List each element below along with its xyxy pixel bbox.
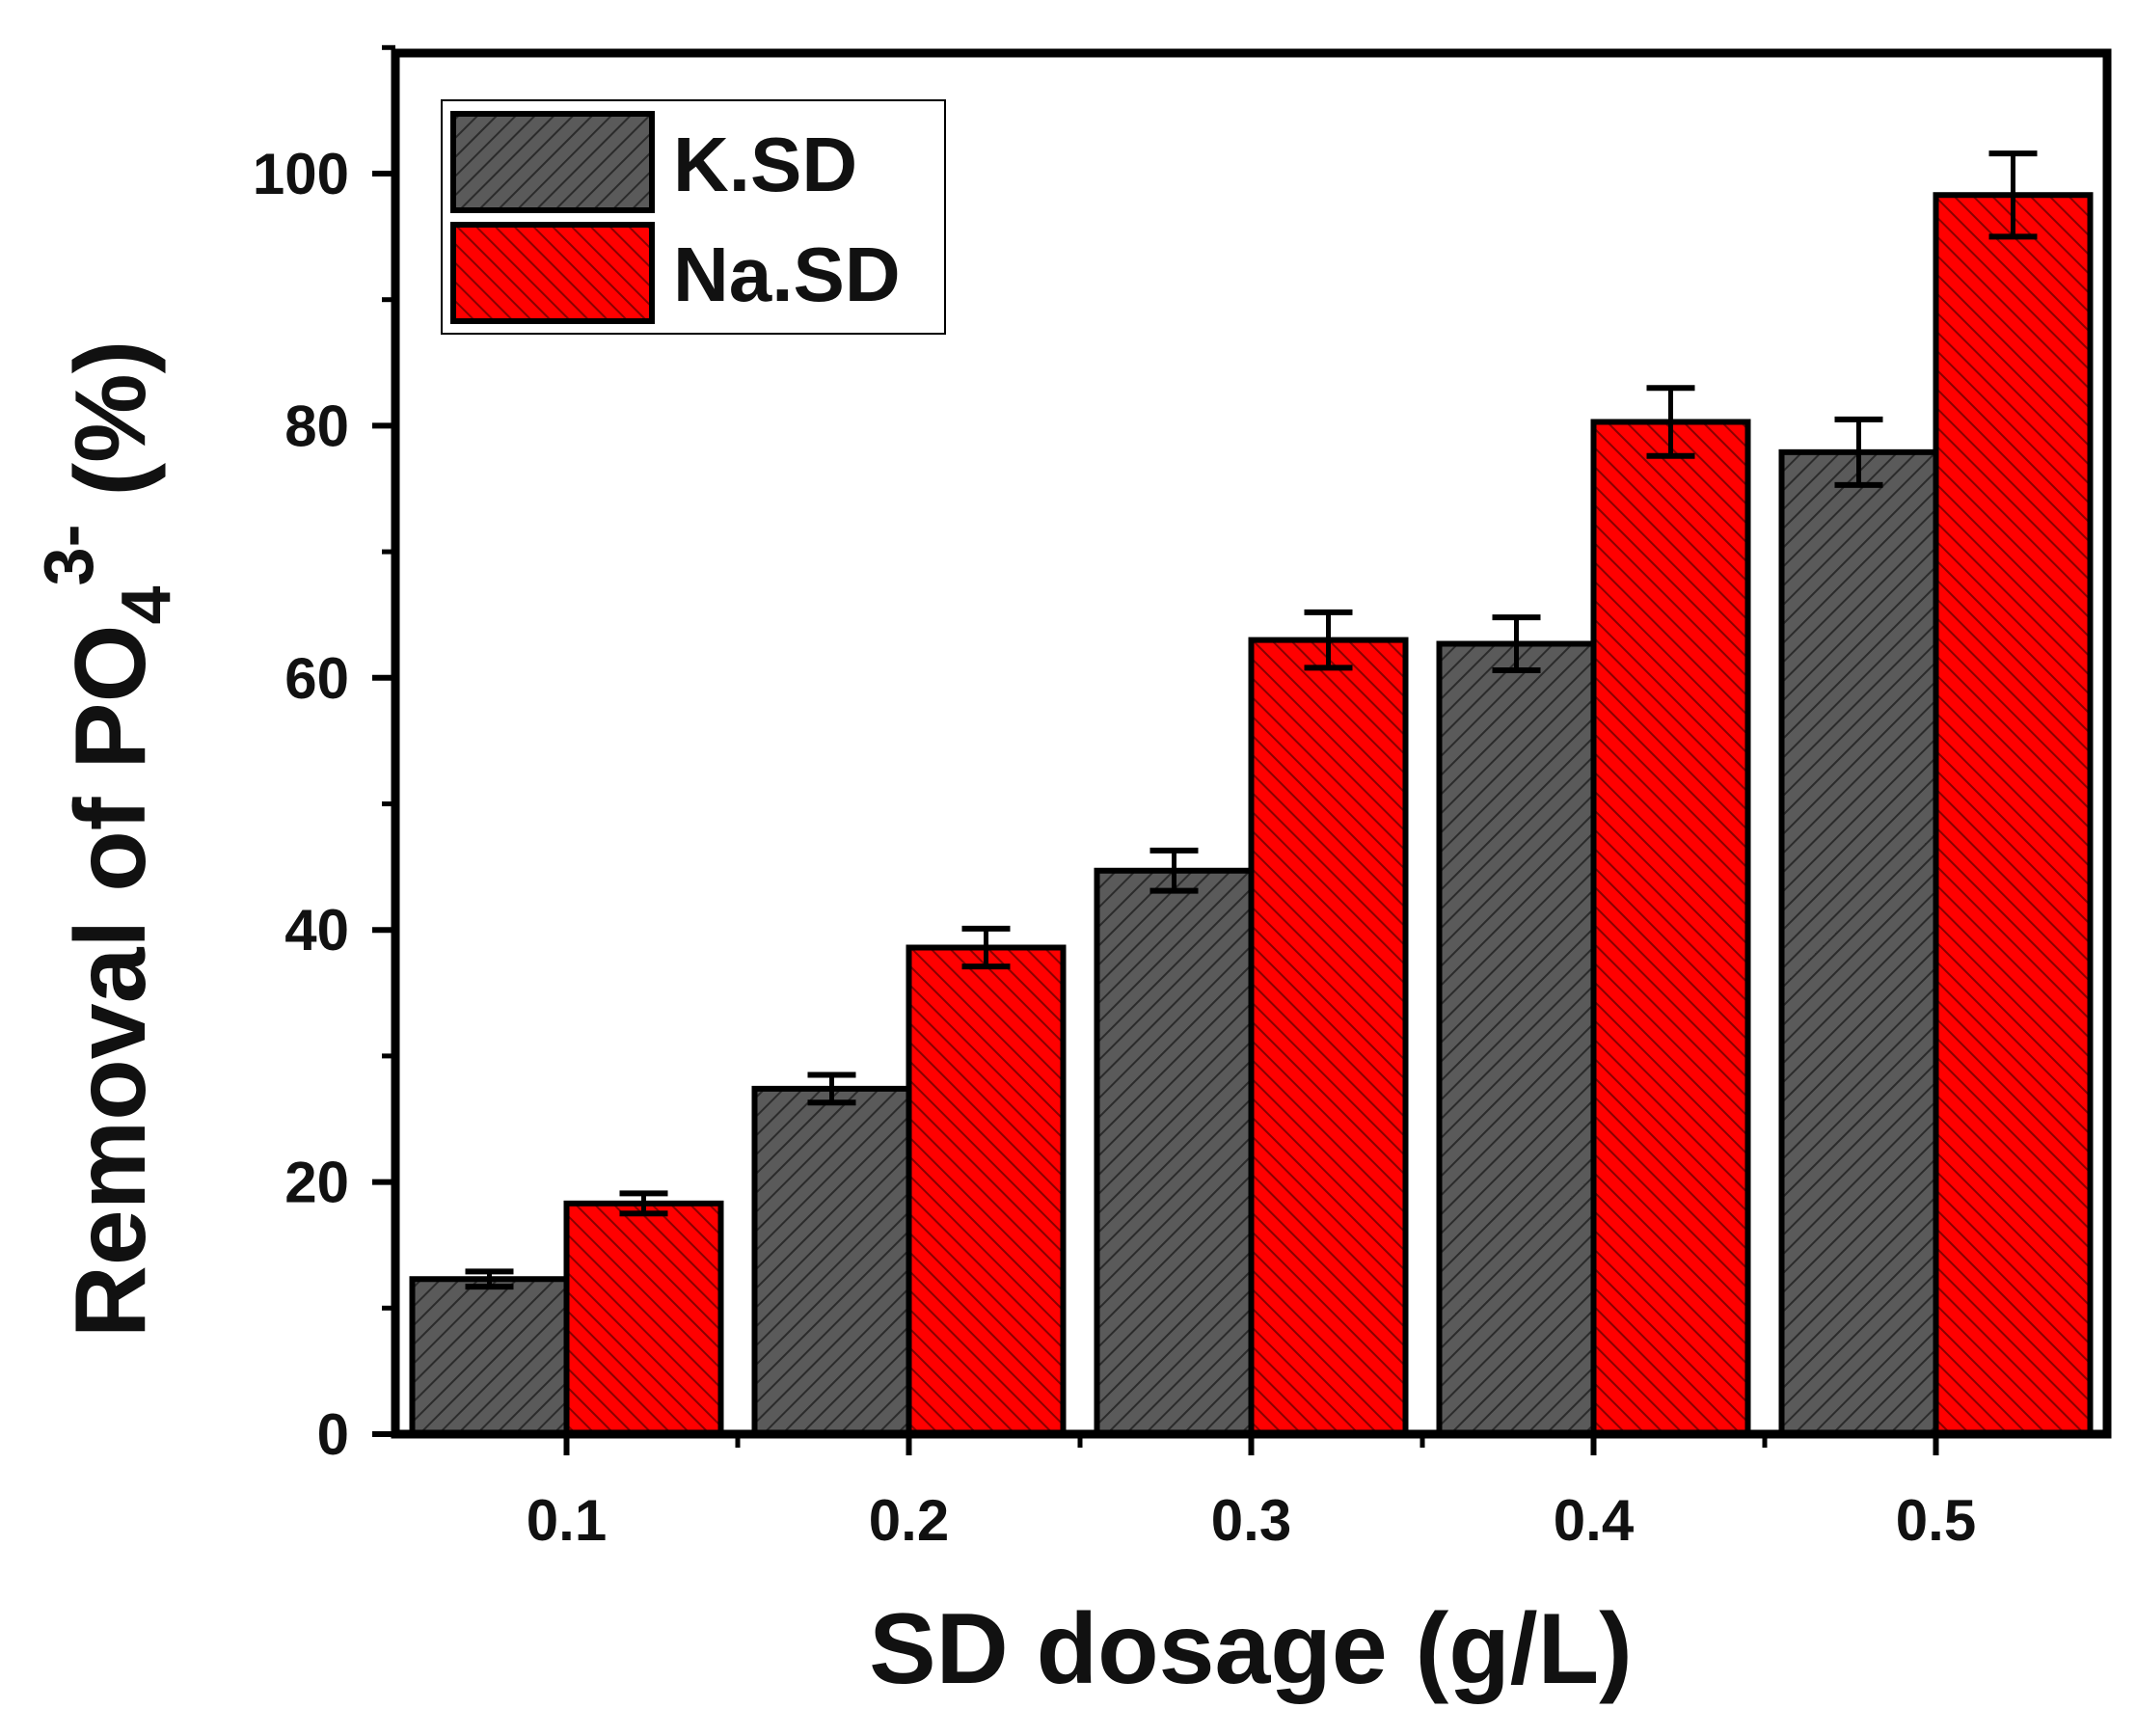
y-tick-labels: 0 20 40 60 80 100 <box>253 142 349 1467</box>
bar-k-sd-0.1 <box>409 1276 570 1438</box>
legend-label-k-sd: K.SD <box>673 122 857 207</box>
y-tick-label-0: 0 <box>317 1402 349 1467</box>
ticks-layer <box>372 44 1939 1455</box>
x-axis-title: SD dosage (g/L) <box>869 1593 1633 1705</box>
bars-layer <box>409 192 2094 1438</box>
y-tick-label-40: 40 <box>284 898 349 963</box>
errorbar-na-sd-0.1 <box>619 1190 668 1217</box>
bar-k-sd-0.5 <box>1778 448 1939 1437</box>
bar-k-sd-0.3 <box>1094 867 1255 1437</box>
y-tick-label-60: 60 <box>284 646 349 711</box>
x-tick-label-0.2: 0.2 <box>869 1488 949 1553</box>
bar-k-sd-0.4 <box>1436 640 1597 1437</box>
y-tick-label-80: 80 <box>284 393 349 458</box>
bar-na-sd-0.1 <box>563 1200 724 1437</box>
y-axis-title-superscript: 3- <box>31 524 108 585</box>
y-axis-title-unit: (%) <box>55 340 167 525</box>
errorbar-k-sd-0.4 <box>1492 614 1541 673</box>
legend: K.SD Na.SD <box>441 99 946 335</box>
errorbar-k-sd-0.5 <box>1834 416 1883 488</box>
errorbar-na-sd-0.2 <box>961 925 1011 970</box>
errorbar-na-sd-0.3 <box>1304 609 1353 671</box>
legend-label-na-sd: Na.SD <box>673 231 901 317</box>
legend-swatch-na-sd <box>450 222 655 324</box>
legend-swatch-k-sd <box>450 111 655 213</box>
errorbar-k-sd-0.3 <box>1149 847 1199 894</box>
x-tick-label-0.3: 0.3 <box>1211 1488 1291 1553</box>
errorbar-k-sd-0.1 <box>465 1268 514 1290</box>
errorbar-na-sd-0.4 <box>1646 385 1695 459</box>
x-tick-label-0.5: 0.5 <box>1896 1488 1976 1553</box>
bar-na-sd-0.3 <box>1248 637 1409 1437</box>
y-tick-label-20: 20 <box>284 1151 349 1215</box>
bar-na-sd-0.5 <box>1933 192 2094 1437</box>
bar-na-sd-0.2 <box>906 944 1067 1437</box>
y-axis-title: Removal of PO43- (%) <box>31 340 185 1338</box>
errorbar-k-sd-0.2 <box>807 1071 856 1106</box>
errorbars-layer <box>465 150 2038 1290</box>
y-axis-title-subscript: 4 <box>108 585 185 624</box>
x-tick-labels: 0.1 0.2 0.3 0.4 0.5 <box>527 1488 1976 1553</box>
bar-k-sd-0.2 <box>751 1085 912 1437</box>
x-tick-label-0.4: 0.4 <box>1554 1488 1635 1553</box>
x-tick-label-0.1: 0.1 <box>527 1488 607 1553</box>
y-axis-title-main: Removal of PO <box>55 624 167 1338</box>
bar-na-sd-0.4 <box>1590 419 1751 1437</box>
errorbar-na-sd-0.5 <box>1988 150 2038 240</box>
y-tick-label-100: 100 <box>253 142 349 206</box>
